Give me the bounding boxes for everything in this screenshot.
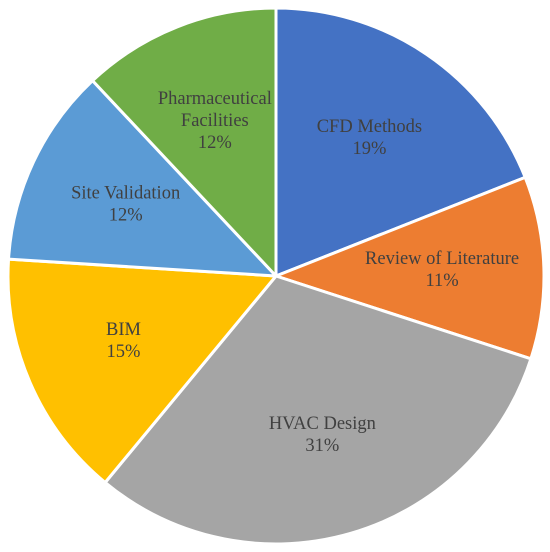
pie-slice: [7, 79, 278, 278]
slice-category-label: Facilities: [181, 111, 249, 131]
pie-slices: [6, 6, 546, 546]
slice-percent-label: 31%: [305, 436, 339, 456]
slice-percent-label: 12%: [109, 206, 143, 226]
slice-percent-label: 12%: [198, 133, 232, 153]
slice-percent-label: 19%: [352, 139, 386, 159]
slice-percent-label: 15%: [107, 342, 141, 362]
slice-category-label: Site Validation: [71, 184, 180, 204]
slice-category-label: BIM: [106, 320, 141, 340]
pie-slice: [6, 257, 278, 484]
pie-slice: [91, 6, 278, 278]
pie-slice: [274, 6, 527, 278]
pie-slice: [274, 175, 546, 361]
slice-category-label: CFD Methods: [317, 117, 422, 137]
slice-percent-label: 11%: [425, 271, 458, 291]
slice-category-label: Pharmaceutical: [158, 89, 272, 109]
slice-category-label: HVAC Design: [269, 414, 376, 434]
slice-category-label: Review of Literature: [365, 249, 519, 269]
pie-slice: [103, 274, 533, 546]
